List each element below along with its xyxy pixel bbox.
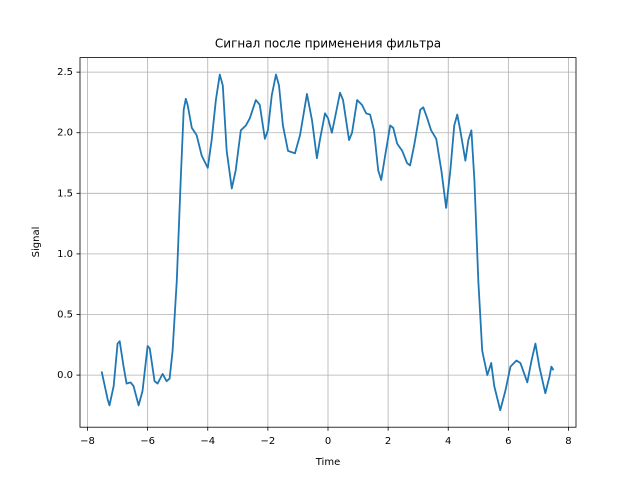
y-tick-label: 2.0	[57, 128, 73, 139]
y-tick-label: 0.0	[57, 370, 73, 381]
y-tick-label: 0.5	[57, 310, 73, 321]
line-series	[100, 73, 555, 412]
x-tick-label: −8	[80, 436, 95, 447]
x-tick-label: 0	[325, 436, 331, 447]
x-tick-label: 4	[445, 436, 451, 447]
x-tick-label: −4	[200, 436, 215, 447]
x-tick-label: 6	[505, 436, 511, 447]
y-tick-label: 1.0	[57, 249, 73, 260]
x-tick-label: 8	[565, 436, 571, 447]
x-axis-label: Time	[315, 457, 340, 468]
y-axis-label: Signal	[31, 227, 42, 258]
plot-frame	[79, 57, 577, 428]
x-tick-label: −6	[140, 436, 155, 447]
x-tick-label: −2	[261, 436, 276, 447]
y-tick-label: 2.5	[57, 67, 73, 78]
y-tick-label: 1.5	[57, 188, 73, 199]
x-tick-label: 2	[385, 436, 391, 447]
chart-title: Сигнал после применения фильтра	[215, 37, 441, 51]
